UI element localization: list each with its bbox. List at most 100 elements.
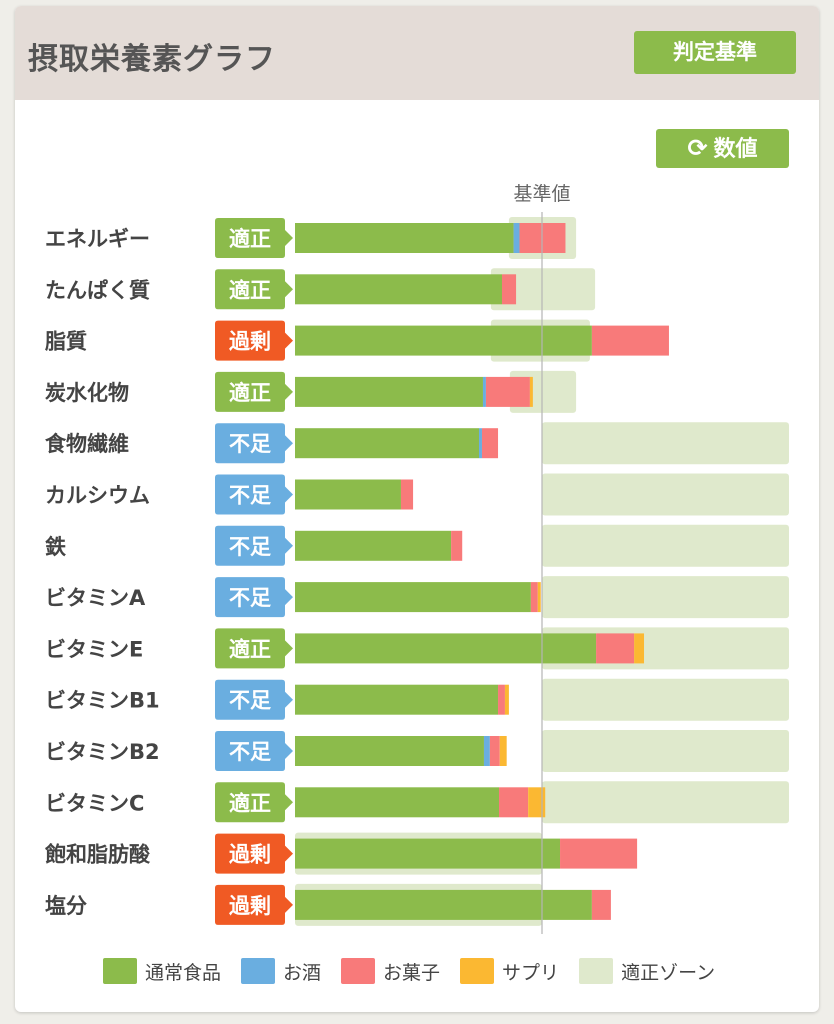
- legend-swatch-supplement: [460, 958, 495, 984]
- status-badge-label: 不足: [229, 689, 271, 713]
- bar-segment-alcohol: [479, 428, 482, 459]
- zone-band: [542, 730, 789, 772]
- bar-segment-normal_food: [295, 736, 484, 766]
- values-button-label: 数値: [713, 137, 758, 162]
- legend-label-supplement: サプリ: [502, 961, 560, 984]
- category-label: 脂質: [45, 330, 87, 354]
- category-label: 食物繊維: [45, 432, 129, 456]
- legend-swatch-zone: [579, 958, 614, 984]
- zone-band: [542, 422, 789, 465]
- bar-segment-snacks: [400, 479, 414, 510]
- bar-segment-snacks: [530, 582, 538, 613]
- category-label: たんぱく質: [45, 278, 150, 302]
- refresh-icon: ⟳: [687, 134, 708, 162]
- status-badge-label: 不足: [229, 535, 271, 559]
- legend-label-zone: 適正ゾーン: [621, 961, 716, 984]
- status-badge-label: 過剰: [229, 843, 271, 867]
- bar-segment-alcohol: [483, 736, 490, 766]
- status-badge: [215, 371, 293, 412]
- status-badge-label: 過剰: [229, 894, 271, 918]
- bar-segment-supplement: [499, 736, 507, 766]
- category-label: ビタミンC: [45, 791, 144, 815]
- values-toggle-button[interactable]: ⟳ 数値: [656, 129, 789, 168]
- bar-segment-snacks: [489, 736, 500, 766]
- status-badge: [215, 628, 293, 669]
- bar-segment-normal_food: [295, 582, 531, 613]
- bar-segment-snacks: [560, 838, 638, 869]
- status-badge: [215, 679, 293, 720]
- zone-band: [542, 473, 789, 516]
- zone-band: [542, 678, 789, 721]
- legend-item-zone: 適正ゾーン: [579, 958, 715, 985]
- bar-segment-snacks: [451, 530, 463, 561]
- status-badge: [215, 525, 293, 566]
- bar-segment-normal_food: [295, 376, 483, 407]
- bar-segment-normal_food: [295, 223, 514, 253]
- category-label: 飽和脂肪酸: [44, 843, 151, 867]
- nutrient-graph-card: 摂取栄養素グラフ 判定基準 ⟳ 数値 基準値 エネルギー 適正 たんぱく質 適正 脂質 過剰炭…: [15, 6, 819, 1012]
- bar-segment-supplement: [537, 582, 541, 613]
- legend-item-alcohol: お酒: [241, 958, 321, 985]
- bar-segment-supplement: [529, 376, 533, 407]
- legend-label-normal-food: 通常食品: [145, 961, 222, 984]
- bar-segment-supplement: [528, 787, 546, 818]
- status-badge: [215, 782, 293, 823]
- status-badge-label: 不足: [229, 432, 271, 456]
- bar-segment-normal_food: [295, 274, 502, 305]
- status-badge: [215, 833, 293, 874]
- zone-band: [542, 524, 789, 567]
- status-badge: [215, 423, 293, 464]
- page-title: 摂取栄養素グラフ: [28, 42, 276, 77]
- category-label: 炭水化物: [45, 381, 129, 405]
- status-badge: [215, 474, 293, 515]
- status-badge: [215, 731, 293, 771]
- legend-swatch-snacks: [341, 958, 376, 984]
- bar-segment-snacks: [591, 325, 669, 356]
- bar-segment-normal_food: [295, 684, 499, 715]
- status-badge-label: 不足: [229, 586, 271, 610]
- bar-segment-normal_food: [295, 787, 500, 818]
- category-label: エネルギー: [45, 227, 150, 251]
- bar-segment-normal_food: [295, 428, 480, 459]
- status-badge: [215, 269, 293, 310]
- status-badge: [215, 218, 293, 258]
- status-badge-label: 過剰: [229, 330, 271, 354]
- legend: 通常食品 お酒 お菓子 サプリ 適正ゾーン: [103, 956, 735, 986]
- status-badge-label: 適正: [229, 637, 271, 661]
- bar-segment-alcohol: [513, 223, 520, 253]
- category-label: ビタミンB1: [45, 689, 160, 713]
- status-badge-label: 適正: [229, 227, 271, 251]
- bar-segment-alcohol: [482, 376, 486, 407]
- legend-item-normal-food: 通常食品: [103, 958, 221, 985]
- bar-segment-snacks: [596, 633, 635, 664]
- card-header: 摂取栄養素グラフ 判定基準: [15, 6, 819, 100]
- bar-segment-supplement: [634, 633, 645, 664]
- zone-band: [490, 268, 596, 311]
- category-label: カルシウム: [45, 484, 150, 508]
- zone-band: [542, 576, 789, 619]
- bar-segment-normal_food: [295, 530, 452, 561]
- category-label: ビタミンE: [45, 637, 143, 661]
- bar-segment-normal_food: [295, 889, 592, 920]
- status-badge-label: 不足: [229, 740, 271, 764]
- category-label: ビタミンB2: [45, 740, 160, 764]
- bar-segment-snacks: [481, 428, 499, 459]
- status-badge: [215, 577, 293, 618]
- category-label: 鉄: [45, 535, 66, 559]
- legend-item-snacks: お菓子: [341, 958, 440, 985]
- bar-segment-normal_food: [295, 838, 561, 869]
- status-badge: [215, 320, 293, 361]
- bar-segment-snacks: [501, 274, 517, 305]
- category-label: ビタミンA: [45, 586, 146, 610]
- legend-label-snacks: お菓子: [383, 961, 441, 984]
- bar-segment-normal_food: [295, 479, 401, 510]
- category-label: 塩分: [45, 894, 87, 918]
- bar-segment-normal_food: [295, 325, 592, 356]
- status-badge-label: 不足: [229, 484, 271, 508]
- criteria-button[interactable]: 判定基準: [634, 31, 796, 74]
- bar-segment-normal_food: [295, 633, 597, 664]
- zone-band: [542, 781, 789, 824]
- reference-line-label: 基準値: [513, 183, 570, 205]
- legend-label-alcohol: お酒: [283, 961, 322, 984]
